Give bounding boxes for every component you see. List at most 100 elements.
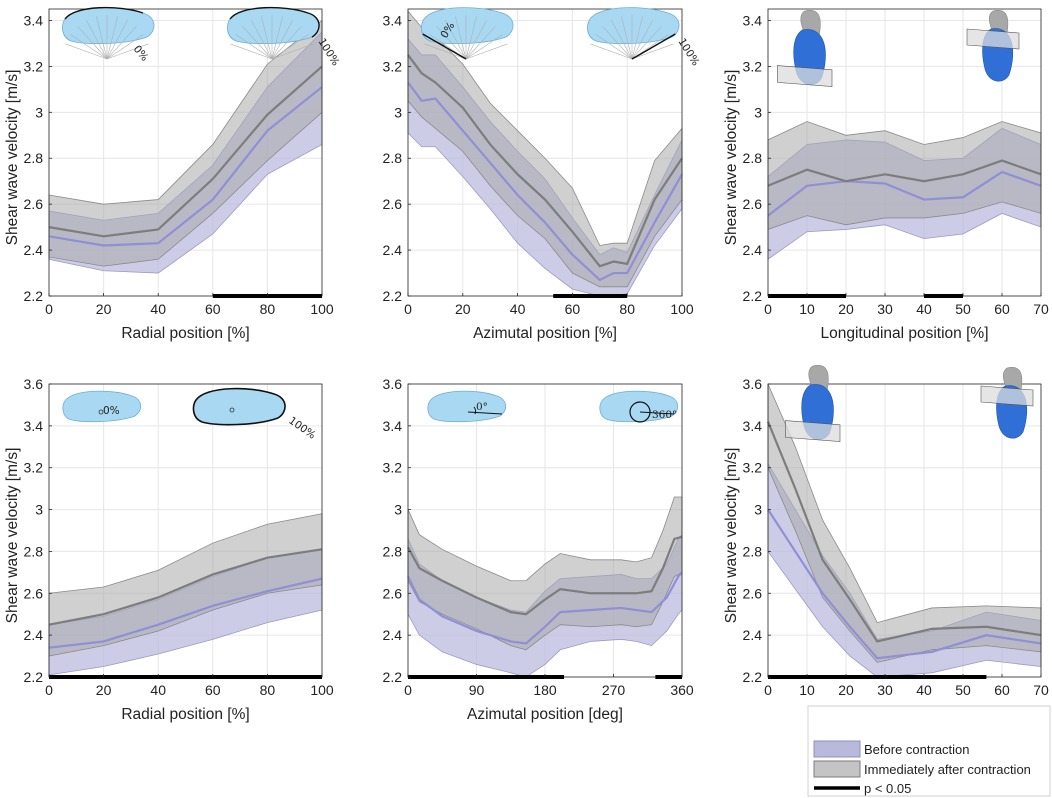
y-tick-label: 3 (754, 104, 762, 120)
y-tick-label: 3 (35, 502, 43, 518)
x-tick-label: 20 (96, 301, 112, 317)
fan-ray (465, 20, 487, 60)
contour-highlight (64, 6, 144, 20)
y-axis-label: Shear wave velocity [m/s] (723, 70, 740, 246)
y-tick-label: 2.4 (743, 242, 763, 258)
x-axis-label: Azimutal position [%] (473, 325, 617, 342)
y-tick-label: 3.2 (383, 460, 403, 476)
x-tick-label: 70 (1033, 682, 1049, 698)
x-tick-label: 90 (469, 682, 485, 698)
x-tick-label: 180 (533, 682, 557, 698)
legend-label-after: Immediately after contraction (864, 762, 1031, 777)
fan-ray (465, 43, 508, 60)
x-tick-label: 60 (205, 682, 221, 698)
y-tick-label: 3 (754, 502, 762, 518)
y-tick-label: 2.6 (24, 585, 44, 601)
fan-ray (465, 16, 477, 60)
x-tick-label: 60 (994, 301, 1010, 317)
fan-ray (271, 16, 283, 60)
fan-ray (445, 20, 467, 60)
cross-section-shape (599, 390, 679, 423)
mean-line-after (407, 54, 683, 268)
x-tick-label: 40 (150, 682, 166, 698)
x-tick-label: 360 (670, 682, 694, 698)
inset-angle-start: 0° (427, 390, 507, 423)
fan-ray (271, 43, 314, 60)
x-tick-label: 0 (45, 301, 53, 317)
y-tick-label: 3.6 (743, 376, 763, 392)
fan-ray (106, 34, 144, 60)
y-tick-label: 3.4 (24, 418, 44, 434)
y-tick-label: 2.2 (743, 288, 763, 304)
legend-swatch-before (813, 740, 861, 758)
x-tick-label: 20 (838, 682, 854, 698)
x-tick-label: 40 (916, 682, 932, 698)
fan-ray (611, 20, 633, 60)
y-tick-label: 3.4 (743, 418, 763, 434)
axes-box (48, 8, 323, 297)
y-tick-label: 2.4 (743, 627, 763, 643)
y-tick-label: 2.6 (743, 585, 763, 601)
inset-label: 360° (652, 409, 677, 421)
y-tick-label: 3.2 (24, 460, 44, 476)
inset-muscle-end (966, 10, 1020, 82)
y-axis-label: Shear wave velocity [m/s] (4, 70, 21, 246)
fan-ray (235, 34, 273, 60)
angle-ray (467, 411, 503, 415)
angle-ray (639, 411, 675, 415)
mean-line-after (767, 159, 1042, 187)
fan-ray (106, 43, 149, 60)
fan-ray (261, 16, 273, 60)
inset-shape-start: 0% (62, 390, 142, 423)
mean-line-before (48, 577, 323, 649)
inset-angle-end: 360° (599, 390, 679, 423)
x-tick-label: 10 (799, 301, 815, 317)
center-marker (98, 409, 104, 415)
fan-ray (631, 16, 643, 60)
fan-ray (631, 26, 662, 60)
fan-ray (455, 16, 467, 60)
fan-ray (271, 34, 309, 60)
x-tick-label: 0 (45, 682, 53, 698)
x-tick-label: 0 (404, 682, 412, 698)
y-tick-label: 2.6 (24, 196, 44, 212)
fan-ray (251, 20, 273, 60)
y-tick-label: 2.6 (743, 196, 763, 212)
angle-arc (629, 401, 651, 423)
y-tick-label: 2.8 (743, 543, 763, 559)
y-tick-label: 2.4 (24, 627, 44, 643)
fan-ray (106, 26, 137, 60)
y-tick-label: 3.4 (383, 418, 403, 434)
inset-label: 0% (103, 405, 120, 417)
mean-line-before (767, 170, 1042, 217)
y-tick-label: 2.8 (383, 150, 403, 166)
fan-ray (65, 43, 108, 60)
y-tick-label: 3 (394, 502, 402, 518)
inset-muscle-start (777, 9, 833, 87)
fan-ray (590, 43, 633, 60)
x-tick-label: 80 (260, 682, 276, 698)
fan-ray (595, 34, 633, 60)
slice-plane (777, 65, 833, 87)
mean-line-before (407, 81, 683, 282)
chart-panel-2: 0 20 40 60 80 100 2.2 2.4 2.6 2.8 3 3.2 3.4 Azimutal … (383, 7, 702, 342)
fan-highlight-ray (422, 33, 467, 60)
x-tick-label: 30 (877, 301, 893, 317)
fan-ray (70, 34, 108, 60)
x-tick-label: 10 (799, 682, 815, 698)
x-tick-label: 100 (670, 301, 694, 317)
axes-box (407, 8, 683, 297)
y-axis-label: Shear wave velocity [m/s] (723, 448, 740, 624)
x-tick-label: 60 (565, 301, 581, 317)
y-tick-label: 2.8 (383, 543, 403, 559)
y-tick-label: 2.4 (24, 242, 44, 258)
fan-ray (621, 16, 633, 60)
legend-label-significance: p < 0.05 (864, 781, 911, 796)
chart-panel-5: 0 90 180 270 360 2.2 2.4 2.6 2.8 3 3.2 3.4 3.6 Azimut… (383, 376, 694, 723)
fan-ray (465, 26, 496, 60)
fan-ray (465, 34, 503, 60)
x-axis-label: Radial position [%] (121, 325, 249, 342)
fan-ray (271, 26, 302, 60)
y-tick-label: 2.2 (383, 288, 403, 304)
